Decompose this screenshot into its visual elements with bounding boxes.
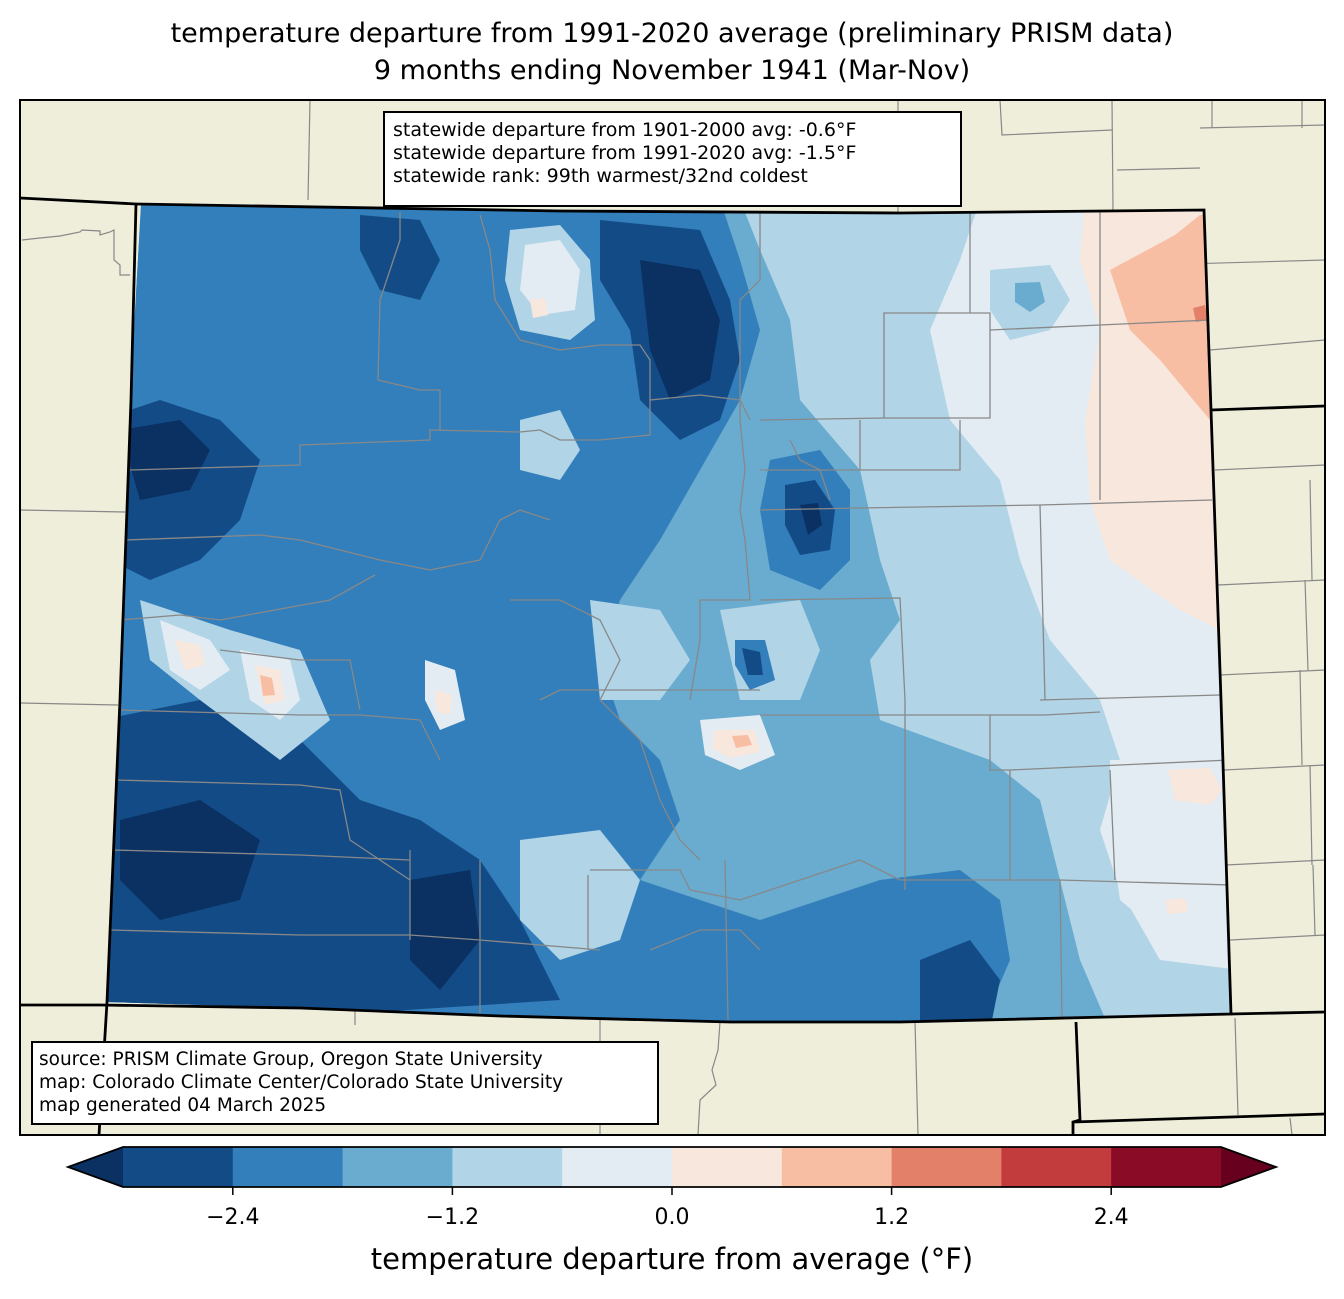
contour-dark-baca [920,940,1000,1022]
contour-under-south [410,870,480,990]
chart-title: temperature departure from 1991-2020 ave… [170,18,1174,49]
contour-white-southeast [1110,760,1232,950]
contour-white-north-park [520,240,580,315]
contour-under-sw [120,800,260,920]
stats-departure-1991-2020: statewide departure from 1991-2020 avg: … [393,142,857,164]
colorbar-outline [65,1146,1279,1188]
colorbar-tick-label: 2.4 [1093,1205,1129,1230]
contour-minus-3.0-northwest [360,215,440,300]
source-line: source: PRISM Climate Group, Oregon Stat… [39,1049,543,1070]
contour-salmon-grand-mesa [260,675,275,696]
colorbar-tick-label: −1.2 [425,1205,480,1230]
contour-pink-north-park [530,298,548,318]
colorbar-bin [342,1147,453,1187]
temperature-contours [107,205,1232,1022]
contour-light-central [520,410,580,480]
map-generated-line: map generated 04 March 2025 [39,1095,327,1116]
contour-under-north [640,260,720,400]
colorbar-bin [781,1147,893,1187]
neighbor-county-lines [20,100,1325,1135]
contour-under-west [120,420,210,500]
source-box: source: PRISM Climate Group, Oregon Stat… [31,1041,659,1125]
county-lines [109,210,1231,1021]
statewide-stats-box: statewide departure from 1901-2000 avg: … [383,111,962,207]
contour-pink-elk [435,690,452,715]
colorado-border [99,202,1233,1024]
colorbar-bin [452,1147,563,1187]
contour-pink-southeast [1165,898,1188,914]
colorbar-bin [232,1147,344,1187]
map-credit-line: map: Colorado Climate Center/Colorado St… [39,1072,564,1093]
contour-under-elbert [800,503,822,535]
colorbar-tick-label: 1.2 [874,1205,910,1230]
colorbar-bin [562,1147,673,1187]
contour-mid-east-blob [1015,282,1045,312]
contour-light-sanluis [520,830,640,960]
colorbar-tick-label: 0.0 [654,1205,690,1230]
colorbar-label: temperature departure from average (°F) [370,1242,974,1276]
colorbar-bin [672,1147,783,1187]
colorbar-bin [1001,1147,1112,1187]
colorbar [65,1146,1279,1195]
colorbar-extend-over [1221,1147,1276,1187]
contour-pink-west [175,640,205,670]
stats-rank: statewide rank: 99th warmest/32nd coldes… [393,165,808,187]
contour-pink-east-mid [1168,768,1222,805]
contour-light-south-central [590,600,690,700]
map-frame [19,99,1326,1136]
contour-salmon-pueblo [732,735,752,748]
contour-darker-teller [742,648,763,675]
colorbar-bin [123,1147,234,1187]
contour-red-northeast [1193,305,1208,322]
stats-departure-1901-2000: statewide departure from 1901-2000 avg: … [393,119,857,141]
colorbar-bin [891,1147,1002,1187]
colorbar-tick-label: −2.4 [206,1205,260,1230]
colorbar-extend-under [68,1147,123,1187]
colorbar-bin [1111,1147,1222,1187]
chart-subtitle: 9 months ending November 1941 (Mar-Nov) [373,55,971,86]
